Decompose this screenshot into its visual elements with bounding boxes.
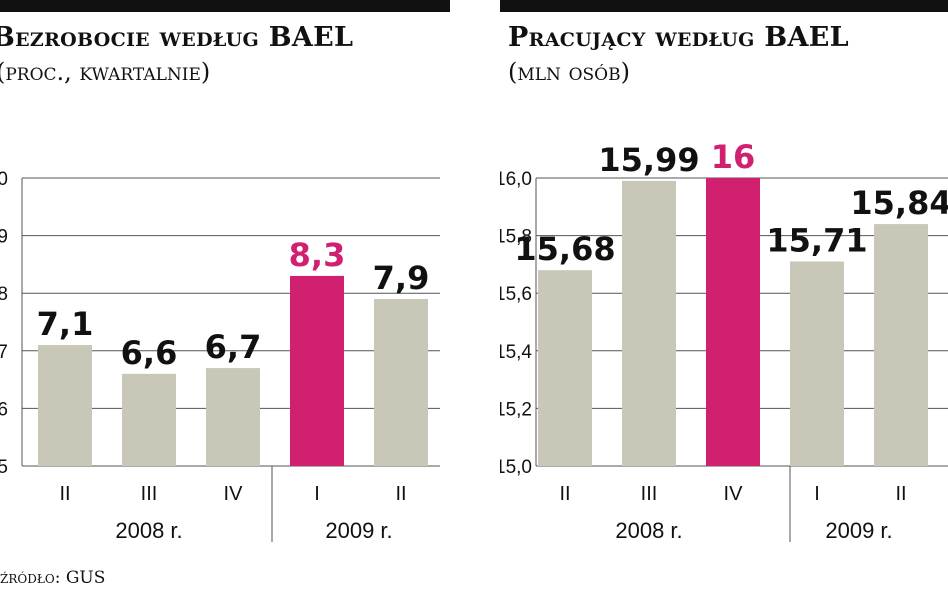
chart-title: Bezrobocie według BAEL: [0, 22, 354, 53]
year-group-label: 2008 r.: [615, 518, 682, 543]
y-tick-label: 10: [0, 169, 8, 190]
data-label: 15,68: [514, 230, 615, 268]
bar: [874, 224, 928, 466]
chart-subtitle: (proc., kwartalnie): [0, 58, 211, 86]
source-note: źródło: GUS: [0, 568, 106, 588]
x-tick-label: IV: [224, 483, 244, 505]
bar-chart-unemployment: 5 6 7 8 9 10 7,1 II 6,6 III 6,7 IV 8,3 I 7,9 II 2008 r. 2…: [0, 169, 440, 543]
y-tick-label: 5: [0, 457, 8, 478]
bar: [38, 345, 92, 466]
chart-panel-unemployment: Bezrobocie według BAEL (proc., kwartalni…: [0, 0, 450, 593]
chart-title: Pracujący według BAEL: [508, 22, 849, 53]
y-tick-label: 15,4: [500, 342, 532, 363]
bar: [206, 368, 260, 466]
bar-chart-employed: 15,015,215,415,615,816,015,68II15,99III1…: [500, 138, 948, 543]
data-label: 15,84: [850, 184, 948, 222]
data-label: 6,6: [121, 334, 178, 372]
bar: [374, 298, 428, 466]
bar: [790, 261, 844, 466]
x-tick-label: IV: [724, 483, 744, 505]
y-tick-label: 15,0: [500, 457, 532, 478]
x-tick-label: II: [59, 483, 70, 505]
data-label: 15,71: [766, 222, 867, 260]
chart-panel-employed: Pracujący według BAEL (mln osób) 15,0 15,…: [500, 0, 948, 593]
y-tick-label: 6: [0, 399, 8, 420]
year-group-label: 2009 r.: [825, 518, 892, 543]
year-group-label: 2009 r.: [325, 518, 392, 543]
year-group-label: 2008 r.: [115, 518, 182, 543]
bar: [622, 180, 676, 466]
data-label: 8,3: [289, 236, 346, 274]
data-label: 7,9: [373, 259, 430, 297]
x-tick-label: II: [395, 483, 406, 505]
bar: [538, 270, 592, 466]
data-label: 16: [711, 138, 756, 176]
bar: [290, 275, 344, 466]
y-tick-label: 7: [0, 342, 8, 363]
y-tick-label: 8: [0, 284, 8, 305]
x-tick-label: II: [559, 483, 570, 505]
x-tick-label: III: [141, 483, 158, 505]
data-label: 6,7: [205, 328, 262, 366]
y-tick-label: 9: [0, 227, 8, 248]
x-tick-label: II: [895, 483, 906, 505]
top-rule: [0, 0, 450, 12]
y-tick-label: 15,2: [500, 399, 532, 420]
bar: [122, 373, 176, 466]
x-tick-label: I: [814, 483, 820, 505]
y-tick-label: 15,8: [500, 227, 532, 248]
bar: [706, 178, 760, 466]
chart-subtitle: (mln osób): [508, 58, 630, 86]
x-tick-label: III: [641, 483, 658, 505]
data-label: 15,99: [598, 141, 699, 179]
x-tick-label: I: [314, 483, 320, 505]
y-tick-label: 15,6: [500, 284, 532, 305]
data-label: 7,1: [37, 305, 94, 343]
y-tick-label: 16,0: [500, 169, 532, 190]
top-rule: [500, 0, 948, 12]
